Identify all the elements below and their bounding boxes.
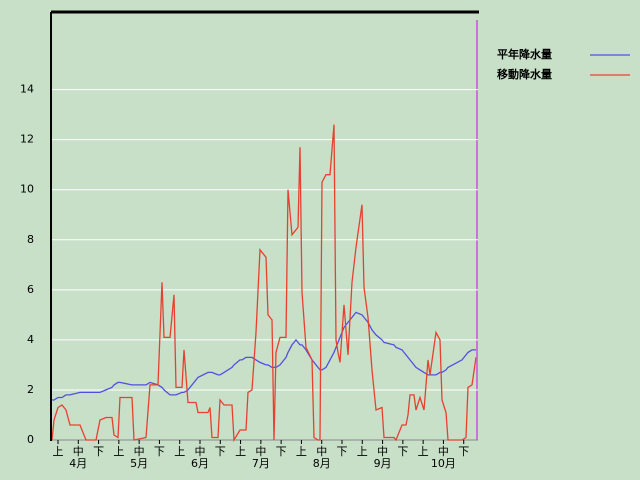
series-line xyxy=(52,311,476,401)
legend-label: 移動降水量 xyxy=(497,67,552,81)
y-tick-label: 12 xyxy=(20,133,34,146)
plot-area: 02468101214上中下上中下上中下上中下上中下上中下上中下4月 5月 6月 7月… xyxy=(20,83,478,470)
x-tick-label: 上 xyxy=(418,445,429,458)
x-tick-label: 下 xyxy=(154,445,165,458)
x-tick-label: 上 xyxy=(174,445,185,458)
series-line xyxy=(51,124,477,443)
legend-label: 平年降水量 xyxy=(497,47,552,61)
x-tick-label: 上 xyxy=(296,445,307,458)
x-tick-label: 下 xyxy=(458,445,469,458)
x-tick-label: 下 xyxy=(276,445,287,458)
x-tick-label: 下 xyxy=(397,445,408,458)
x-tick-label: 上 xyxy=(53,445,64,458)
month-label: 7月 xyxy=(252,457,270,470)
y-tick-label: 2 xyxy=(27,383,34,396)
x-tick-label: 中 xyxy=(316,445,327,458)
x-tick-label: 下 xyxy=(215,445,226,458)
x-tick-label: 中 xyxy=(377,445,388,458)
y-tick-label: 8 xyxy=(27,233,34,246)
x-tick-label: 中 xyxy=(195,445,206,458)
x-tick-label: 中 xyxy=(255,445,266,458)
x-tick-label: 中 xyxy=(438,445,449,458)
month-label: 6月 xyxy=(191,457,209,470)
x-tick-label: 上 xyxy=(235,445,246,458)
month-label: 10月 xyxy=(431,457,456,470)
x-tick-label: 下 xyxy=(337,445,348,458)
y-tick-label: 4 xyxy=(27,333,34,346)
x-tick-label: 中 xyxy=(134,445,145,458)
x-tick-label: 上 xyxy=(357,445,368,458)
x-tick-label: 中 xyxy=(73,445,84,458)
y-tick-label: 14 xyxy=(20,83,34,96)
x-tick-label: 下 xyxy=(93,445,104,458)
month-label: 9月 xyxy=(374,457,392,470)
x-tick-label: 上 xyxy=(113,445,124,458)
month-label: 8月 xyxy=(313,457,331,470)
y-tick-label: 6 xyxy=(27,283,34,296)
month-label: 4月 xyxy=(69,457,87,470)
y-tick-label: 0 xyxy=(27,433,34,446)
month-label: 5月 xyxy=(130,457,148,470)
y-tick-label: 10 xyxy=(20,183,34,196)
